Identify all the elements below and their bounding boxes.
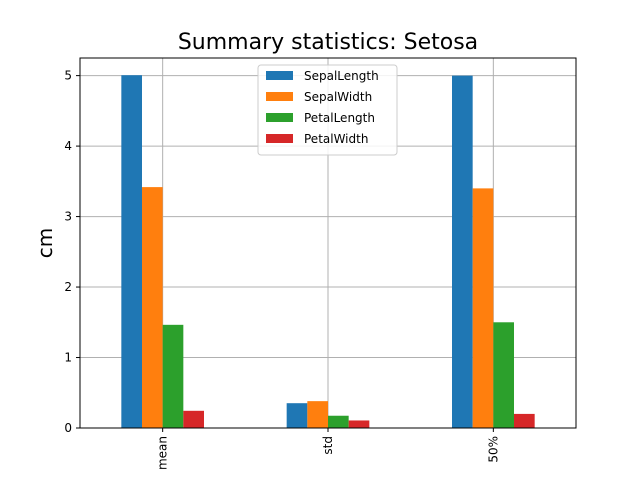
x-tick-label: 50%	[486, 436, 500, 463]
x-tick-label: std	[321, 436, 335, 455]
legend-swatch-PetalLength	[266, 113, 293, 122]
legend-swatch-SepalLength	[266, 71, 293, 80]
y-tick-label: 0	[64, 421, 72, 435]
y-axis-ticks: 0 1 2 3 4 5	[64, 69, 80, 435]
legend-label-SepalLength: SepalLength	[304, 69, 379, 83]
y-axis-label: cm	[33, 228, 57, 258]
bars	[121, 75, 535, 428]
bar-PetalWidth-mean	[183, 410, 204, 428]
legend-box	[257, 64, 398, 156]
bar-PetalWidth-50%	[514, 413, 535, 428]
y-tick-label: 3	[64, 210, 72, 224]
y-tick-label: 4	[64, 139, 72, 153]
y-tick-label: 5	[64, 69, 72, 83]
bar-PetalLength-50%	[493, 322, 514, 428]
bar-PetalLength-std	[328, 415, 349, 428]
legend: SepalLength SepalWidth PetalLength PetalWid…	[257, 64, 398, 156]
bar-SepalLength-mean	[121, 75, 142, 428]
bar-SepalLength-50%	[452, 75, 473, 428]
x-tick-label: mean	[156, 436, 170, 470]
legend-swatch-SepalWidth	[266, 92, 293, 101]
x-axis-ticks: mean std 50%	[156, 428, 500, 470]
legend-label-SepalWidth: SepalWidth	[304, 90, 372, 104]
legend-label-PetalWidth: PetalWidth	[304, 132, 368, 146]
legend-swatch-PetalWidth	[266, 134, 293, 143]
bar-SepalWidth-std	[307, 401, 328, 428]
bar-SepalWidth-50%	[472, 188, 494, 428]
y-tick-label: 2	[64, 280, 72, 294]
y-tick-label: 1	[64, 351, 72, 365]
bar-PetalWidth-std	[348, 420, 370, 428]
bar-SepalLength-std	[286, 403, 308, 428]
bar-SepalWidth-mean	[142, 187, 163, 428]
legend-label-PetalLength: PetalLength	[304, 111, 375, 125]
bar-PetalLength-mean	[162, 324, 184, 428]
chart-title: Summary statistics: Setosa	[178, 30, 478, 55]
